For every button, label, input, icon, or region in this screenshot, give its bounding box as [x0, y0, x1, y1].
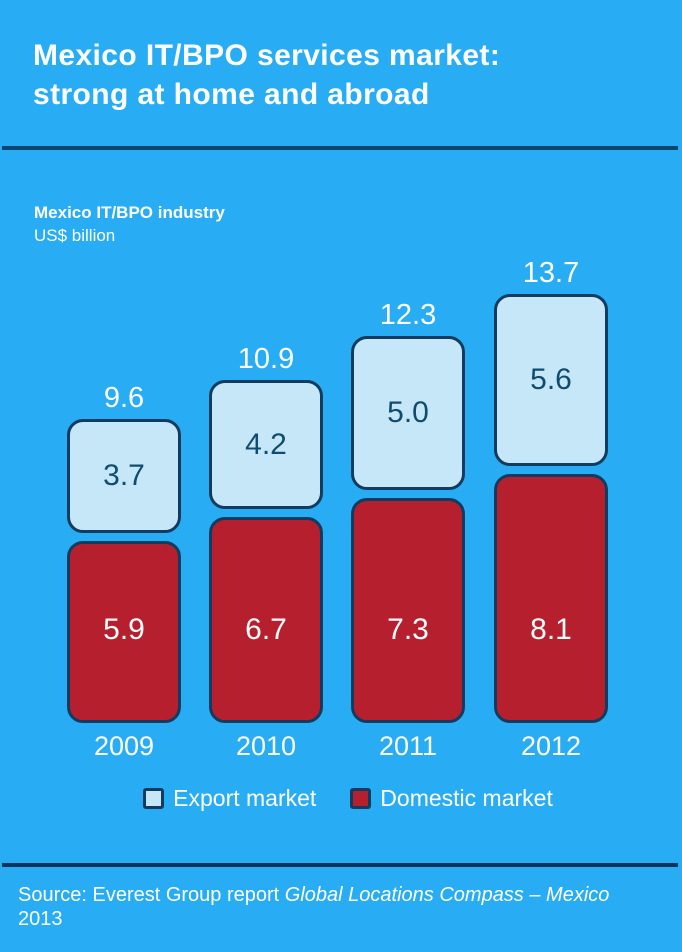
legend-item-export: Export market — [143, 785, 316, 812]
chart-heading: Mexico IT/BPO industry US$ billion — [34, 201, 225, 247]
total-label-2012: 13.7 — [522, 257, 580, 289]
total-label-2009: 9.6 — [103, 382, 145, 414]
bottom-divider — [2, 863, 678, 867]
domestic-segment-2011: 7.3 — [351, 498, 465, 723]
source-report-title: Global Locations Compass – Mexico — [284, 884, 610, 906]
page-title: Mexico IT/BPO services market: strong at… — [33, 36, 500, 114]
page-title-line1: Mexico IT/BPO services market: — [33, 39, 501, 72]
export-swatch-icon — [143, 788, 165, 809]
year-label-2012: 2012 — [520, 731, 582, 761]
domestic-segment-2009: 5.9 — [67, 541, 181, 723]
export-value-label: 4.2 — [245, 427, 287, 461]
year-label-2010: 2010 — [235, 731, 297, 761]
export-segment-2011: 5.0 — [351, 336, 465, 490]
legend: Export market Domestic market — [0, 785, 682, 812]
domestic-value-label: 8.1 — [530, 613, 572, 646]
domestic-value-label: 6.7 — [245, 613, 287, 646]
domestic-segment-2012: 8.1 — [494, 474, 608, 723]
source-note: Source: Everest Group report Global Loca… — [18, 883, 638, 931]
domestic-value-label: 7.3 — [387, 613, 429, 646]
page-title-line2: strong at home and abroad — [33, 78, 430, 111]
chart-title: Mexico IT/BPO industry — [34, 203, 225, 222]
source-prefix: Source: Everest Group report — [18, 884, 285, 906]
legend-item-domestic: Domestic market — [350, 785, 553, 812]
chart-unit-label: US$ billion — [34, 226, 116, 245]
domestic-swatch-icon — [350, 788, 372, 809]
year-label-2009: 2009 — [93, 731, 155, 761]
year-label-2011: 2011 — [378, 731, 438, 761]
export-segment-2009: 3.7 — [67, 419, 181, 533]
domestic-segment-2010: 6.7 — [209, 517, 323, 723]
legend-label-domestic: Domestic market — [380, 785, 553, 811]
export-segment-2012: 5.6 — [494, 294, 608, 466]
domestic-value-label: 5.9 — [103, 613, 145, 646]
export-segment-2010: 4.2 — [209, 380, 323, 509]
source-suffix: 2013 — [18, 908, 63, 930]
export-value-label: 5.0 — [387, 396, 429, 429]
total-label-2011: 12.3 — [379, 299, 437, 331]
legend-label-export: Export market — [173, 785, 317, 811]
top-divider — [2, 146, 678, 150]
total-label-2010: 10.9 — [237, 343, 295, 375]
export-value-label: 5.6 — [530, 363, 572, 396]
export-value-label: 3.7 — [103, 459, 145, 492]
